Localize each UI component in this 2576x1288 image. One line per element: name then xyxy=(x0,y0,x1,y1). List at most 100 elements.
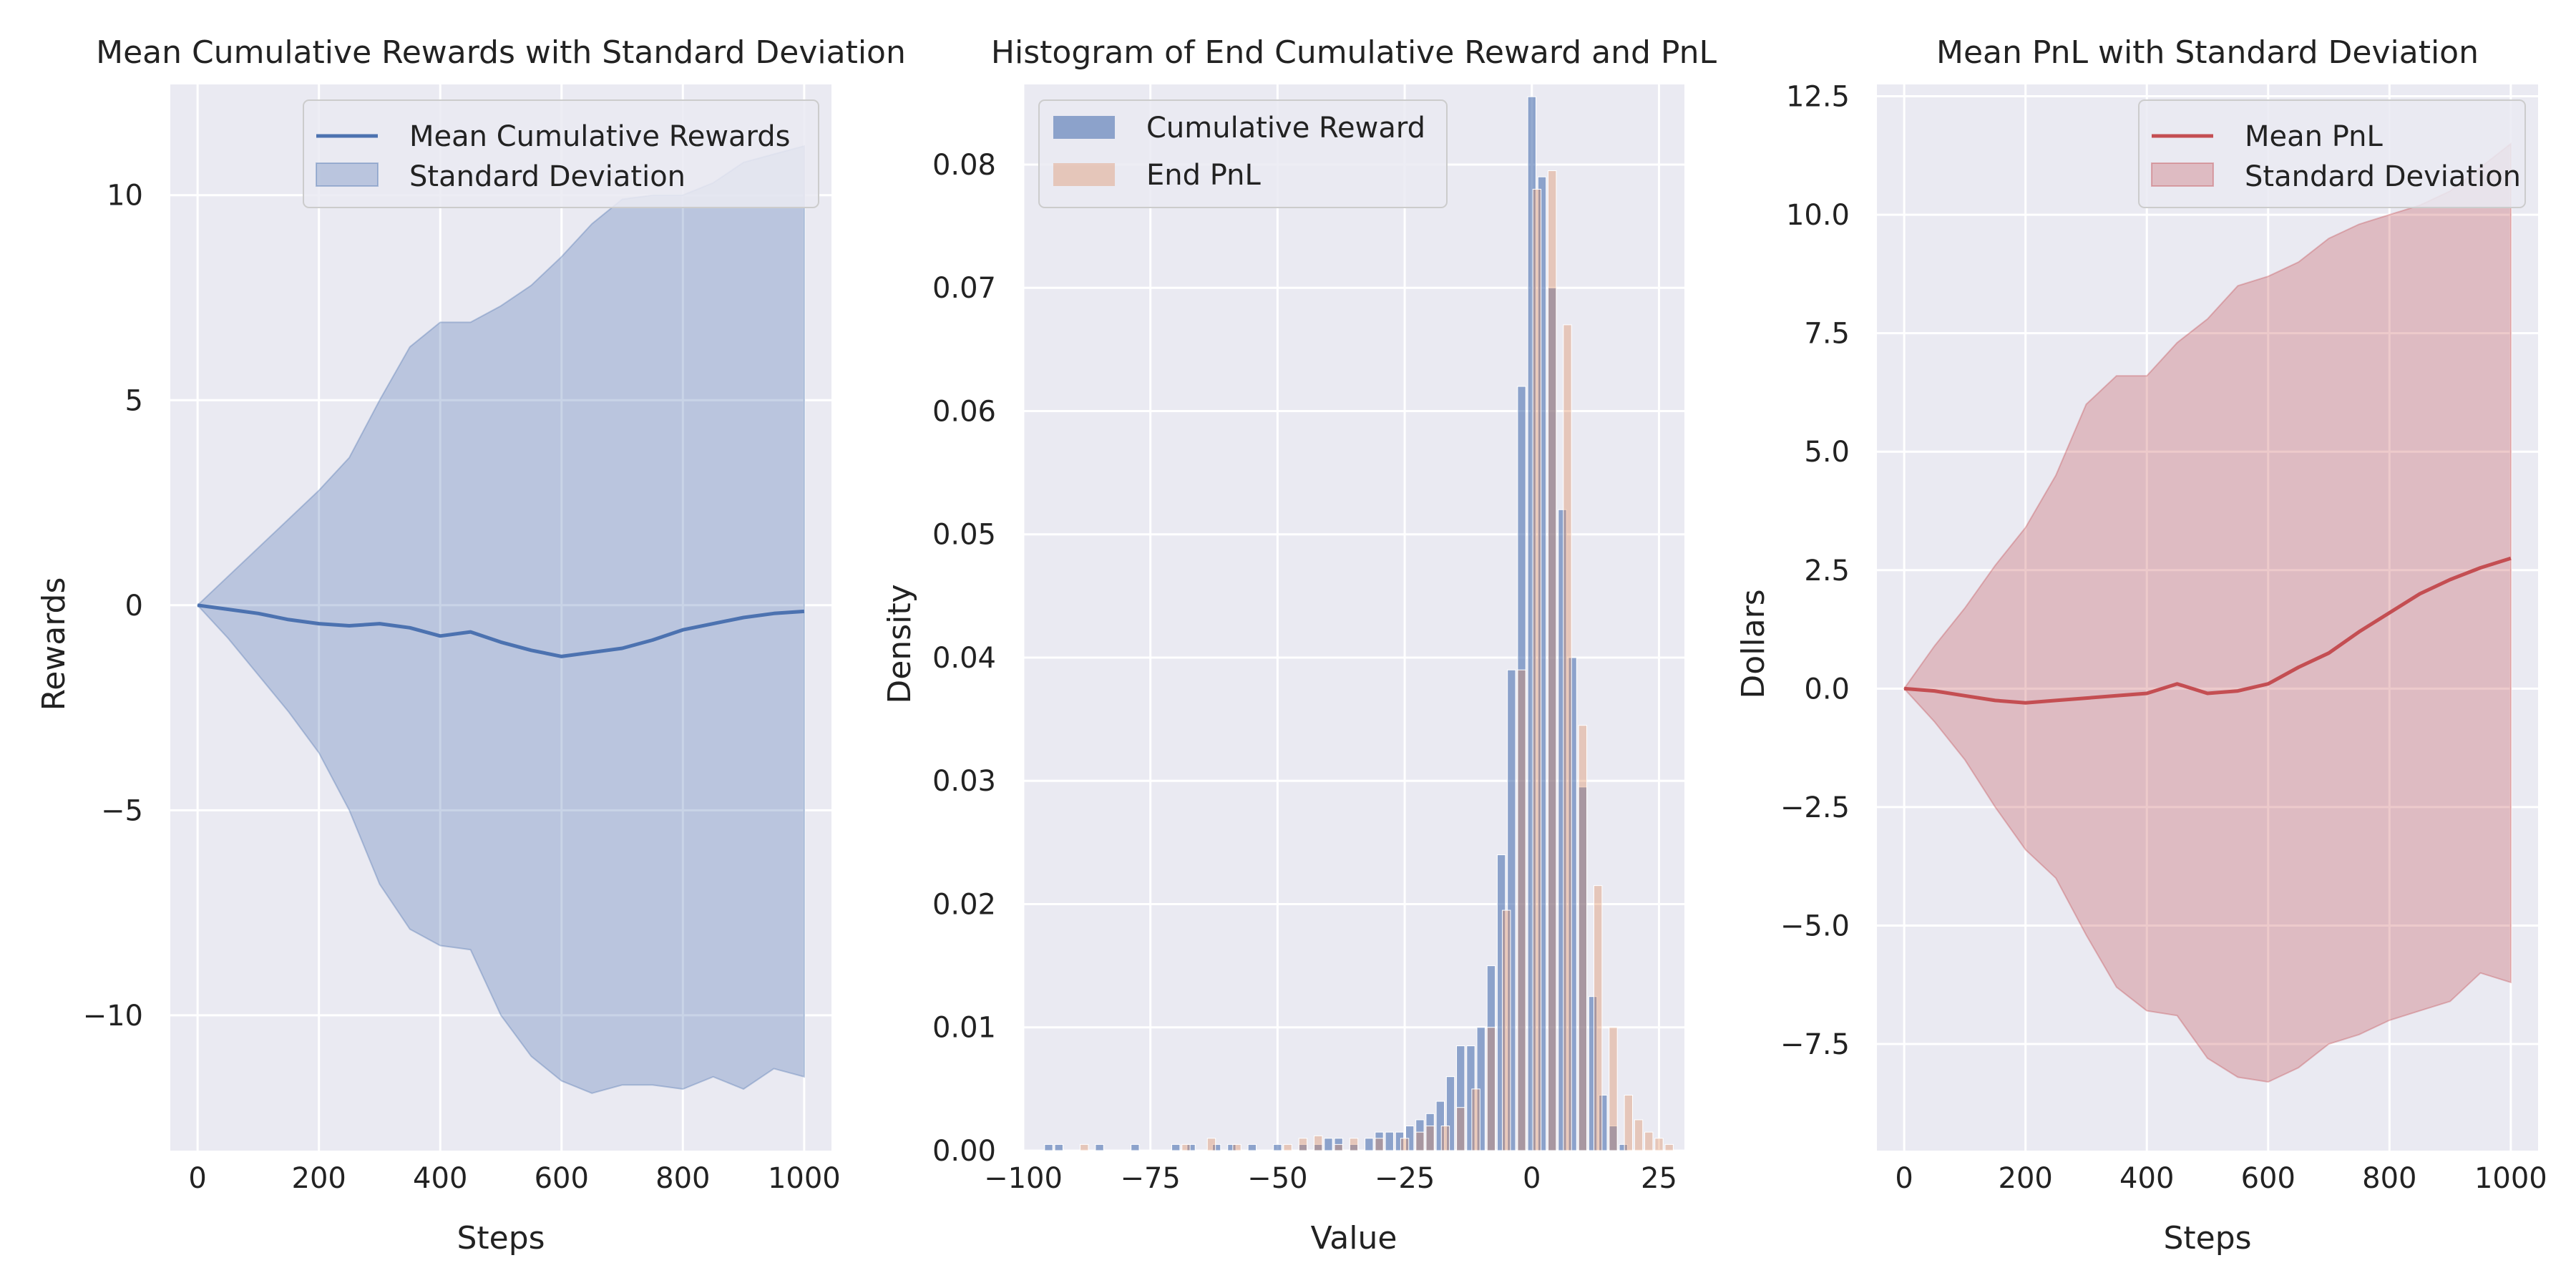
histogram-x-tick-label: −25 xyxy=(1375,1162,1435,1195)
rewards-chart-title: Mean Cumulative Rewards with Standard De… xyxy=(96,34,906,71)
histogram-pnl-bar xyxy=(1486,1027,1496,1151)
histogram-x-tick-label: 0 xyxy=(1523,1162,1541,1195)
histogram-pnl-bar xyxy=(1080,1143,1089,1151)
histogram-y-tick-label: 0.08 xyxy=(932,149,996,182)
pnl-x-tick-label: 200 xyxy=(1999,1162,2053,1195)
histogram-x-tick-label: −50 xyxy=(1247,1162,1307,1195)
histogram-pnl-bar xyxy=(1471,1088,1480,1151)
rewards-y-tick-label: −10 xyxy=(83,1000,143,1033)
histogram-reward-bar xyxy=(1568,657,1577,1151)
rewards-x-tick-label: 400 xyxy=(413,1162,467,1195)
rewards-x-tick-label: 1000 xyxy=(768,1162,841,1195)
histogram-pnl-bar xyxy=(1563,324,1572,1151)
rewards-y-tick-label: 10 xyxy=(107,180,143,213)
histogram-panel: Histogram of End Cumulative Reward and P… xyxy=(882,34,1717,1257)
rewards-mean-line xyxy=(197,603,805,658)
histogram-reward-bar xyxy=(1324,1138,1333,1151)
rewards-y-tick-label: 5 xyxy=(125,384,143,417)
rewards-x-tick-label: 0 xyxy=(188,1162,206,1195)
histogram-reward-bar xyxy=(1385,1131,1394,1151)
rewards-x-tick-label: 600 xyxy=(535,1162,589,1195)
histogram-pnl-bar xyxy=(1314,1135,1323,1151)
pnl-panel: Mean PnL with Standard Deviation Steps D… xyxy=(1735,34,2547,1257)
histogram-pnl-bar xyxy=(1624,1094,1634,1151)
histogram-pnl-bar xyxy=(1334,1143,1343,1151)
rewards-panel: Mean Cumulative Rewards with Standard De… xyxy=(36,34,906,1257)
histogram-pnl-bar xyxy=(1232,1143,1241,1151)
histogram-legend-swatch-1 xyxy=(1053,163,1115,186)
pnl-mean-line xyxy=(1903,556,2512,705)
pnl-y-tick-label: 5.0 xyxy=(1804,436,1850,469)
histogram-x-axis-label: Value xyxy=(1311,1220,1397,1257)
histogram-y-tick-label: 0.05 xyxy=(932,519,996,552)
histogram-reward-bar xyxy=(1558,509,1567,1151)
histogram-reward-bar xyxy=(1273,1143,1282,1151)
histogram-pnl-bar xyxy=(1609,1027,1618,1151)
rewards-x-tick-label: 800 xyxy=(655,1162,710,1195)
histogram-legend-swatch-0 xyxy=(1053,116,1115,139)
histogram-pnl-bar xyxy=(1634,1119,1644,1151)
histogram-pnl-bar xyxy=(1206,1138,1216,1151)
histogram-x-tick-label: −100 xyxy=(984,1162,1063,1195)
pnl-y-axis-label: Dollars xyxy=(1735,589,1772,698)
histogram-pnl-bar xyxy=(1644,1131,1654,1151)
histogram-y-tick-label: 0.04 xyxy=(932,642,996,675)
pnl-plot-area xyxy=(1877,84,2538,1151)
pnl-y-tick-label: 7.5 xyxy=(1804,318,1850,351)
histogram-reward-bar xyxy=(1171,1143,1181,1151)
histogram-reward-bar xyxy=(1227,1143,1236,1151)
histogram-reward-bar xyxy=(1395,1131,1405,1151)
histogram-reward-bar xyxy=(1054,1143,1063,1151)
histogram-pnl-bar xyxy=(1664,1143,1674,1151)
rewards-x-axis-label: Steps xyxy=(457,1220,545,1257)
histogram-y-tick-label: 0.02 xyxy=(932,888,996,921)
histogram-y-tick-label: 0.07 xyxy=(932,272,996,305)
histogram-pnl-bar xyxy=(1593,885,1603,1151)
histogram-pnl-bar xyxy=(1502,909,1511,1151)
histogram-pnl-bar xyxy=(1440,1126,1450,1151)
pnl-y-tick-label: 0.0 xyxy=(1804,673,1850,706)
rewards-legend-label-mean: Mean Cumulative Rewards xyxy=(409,120,791,153)
histogram-pnl-bar xyxy=(1283,1143,1292,1151)
rewards-y-tick-label: −5 xyxy=(101,794,143,827)
histogram-pnl-bar xyxy=(1400,1138,1410,1151)
rewards-legend-label-std: Standard Deviation xyxy=(409,160,686,193)
rewards-legend-box xyxy=(303,99,819,208)
histogram-chart-title: Histogram of End Cumulative Reward and P… xyxy=(991,34,1717,71)
histogram-reward-bar xyxy=(1247,1143,1257,1151)
histogram-pnl-bar xyxy=(1578,725,1588,1151)
histogram-pnl-bar xyxy=(1415,1131,1425,1151)
pnl-legend-label-mean: Mean PnL xyxy=(2245,120,2383,153)
histogram-y-tick-label: 0.01 xyxy=(932,1012,996,1045)
pnl-legend-band-swatch xyxy=(2151,162,2214,187)
histogram-reward-bar xyxy=(1537,176,1547,1151)
rewards-x-tick-label: 200 xyxy=(292,1162,346,1195)
pnl-x-axis-label: Steps xyxy=(2163,1220,2251,1257)
histogram-reward-bar xyxy=(1044,1143,1053,1151)
histogram-reward-bar xyxy=(1496,854,1506,1151)
pnl-y-tick-label: −2.5 xyxy=(1780,791,1850,824)
pnl-y-tick-label: 2.5 xyxy=(1804,555,1850,587)
pnl-y-tick-label: −5.0 xyxy=(1780,909,1850,942)
histogram-pnl-bar xyxy=(1298,1138,1308,1151)
pnl-x-tick-label: 1000 xyxy=(2474,1162,2547,1195)
histogram-reward-bar xyxy=(1599,1094,1608,1151)
histogram-legend-box xyxy=(1038,99,1448,208)
histogram-reward-bar xyxy=(1466,1045,1475,1151)
histogram-legend-label-1: End PnL xyxy=(1146,159,1262,192)
histogram-reward-bar xyxy=(1588,996,1598,1151)
histogram-pnl-bar xyxy=(1548,170,1557,1151)
pnl-legend: Mean PnL Standard Deviation xyxy=(2138,99,2526,208)
histogram-y-axis-label: Density xyxy=(882,584,918,703)
histogram-reward-bar xyxy=(1619,1143,1628,1151)
histogram-pnl-bar xyxy=(1375,1138,1384,1151)
histogram-pnl-bar xyxy=(1425,1126,1435,1151)
histogram-y-tick-label: 0.03 xyxy=(932,765,996,798)
histogram-legend-label-0: Cumulative Reward xyxy=(1146,112,1425,145)
histogram-y-tick-label: 0.00 xyxy=(932,1135,996,1168)
pnl-x-tick-label: 600 xyxy=(2241,1162,2296,1195)
histogram-reward-bar xyxy=(1527,96,1536,1151)
pnl-x-tick-label: 800 xyxy=(2362,1162,2416,1195)
histogram-pnl-bar xyxy=(1532,188,1542,1151)
